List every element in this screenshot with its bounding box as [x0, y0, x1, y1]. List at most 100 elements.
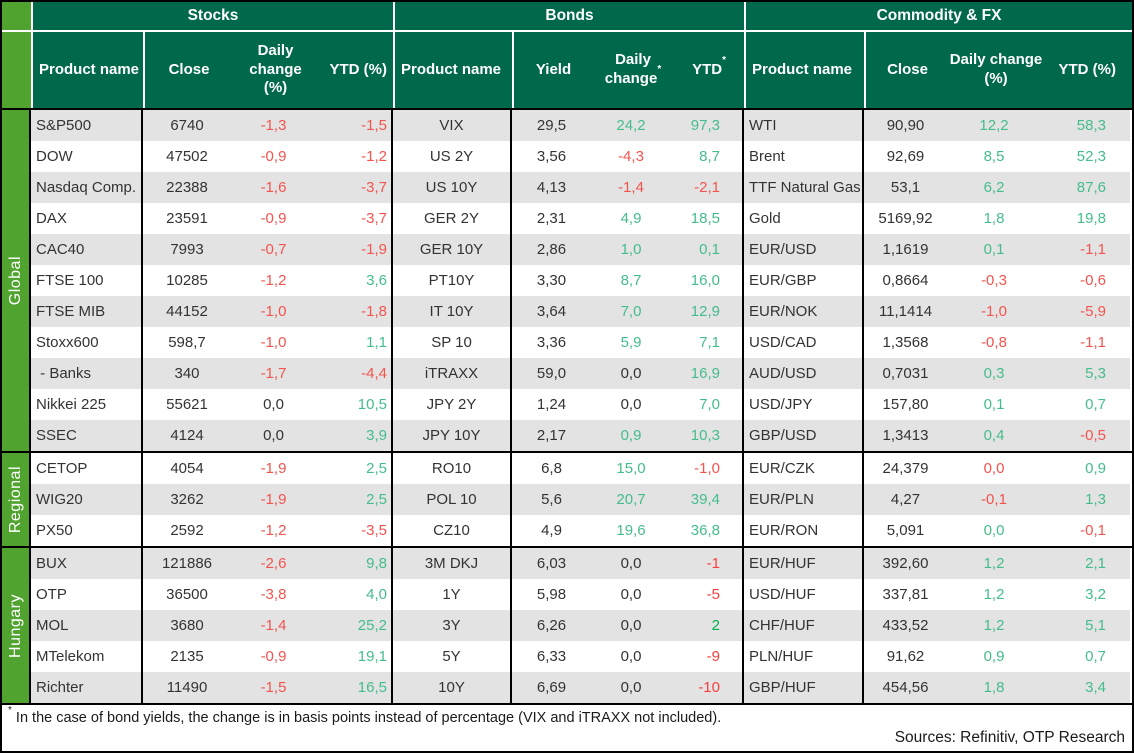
bonds-ytd-cell: 0,1 [671, 234, 742, 265]
fx-close-cell: 157,80 [864, 389, 947, 420]
fx-product-name-cell: Brent [744, 141, 862, 172]
bonds-ytd-cell: 16,9 [671, 358, 742, 389]
stocks-daily-change-cell: 0,0 [231, 389, 316, 420]
fx-daily-change-cell: 1,2 [947, 579, 1041, 610]
footnote-asterisk: * [657, 64, 662, 75]
fx-product-name-cell: AUD/USD [744, 358, 862, 389]
bonds-daily-change-cell: 20,7 [591, 484, 671, 515]
fx-daily-change-cell: 6,2 [947, 172, 1041, 203]
stocks-ytd-header: YTD (%) [318, 32, 393, 108]
fx-close-cell: 454,56 [864, 672, 947, 703]
bonds-product-name-cell: RO10 [393, 453, 510, 484]
bonds-product-name-cell: iTRAXX [393, 358, 510, 389]
table-row: Nikkei 225 55621 0,0 10,5 JPY 2Y 1,24 0,… [31, 389, 1130, 420]
fx-close-cell: 5,091 [864, 515, 947, 546]
fx-close-cell: 1,3568 [864, 327, 947, 358]
divider [391, 389, 393, 420]
stocks-close-cell: 598,7 [143, 327, 231, 358]
stocks-product-name-cell: BUX [31, 548, 141, 579]
fx-close-cell: 392,60 [864, 548, 947, 579]
fx-daily-change-cell: 0,3 [947, 358, 1041, 389]
bonds-product-name-cell: 5Y [393, 641, 510, 672]
fx-product-name-cell: USD/CAD [744, 327, 862, 358]
bonds-product-name-cell: IT 10Y [393, 296, 510, 327]
fx-ytd-cell: 87,6 [1041, 172, 1130, 203]
table-row: Stoxx600 598,7 -1,0 1,1 SP 10 3,36 5,9 7… [31, 327, 1130, 358]
stocks-product-name-cell: CETOP [31, 453, 141, 484]
divider [510, 453, 512, 484]
divider [864, 32, 866, 108]
divider [742, 172, 744, 203]
divider [862, 610, 864, 641]
fx-close-cell: 433,52 [864, 610, 947, 641]
fx-ytd-cell: 5,3 [1041, 358, 1130, 389]
fx-daily-change-cell: 1,2 [947, 548, 1041, 579]
divider [742, 296, 744, 327]
fx-product-name-cell: USD/HUF [744, 579, 862, 610]
table-row: OTP 36500 -3,8 4,0 1Y 5,98 0,0 -5 USD/HU… [31, 579, 1130, 610]
table-row: MOL 3680 -1,4 25,2 3Y 6,26 0,0 2 CHF/HUF… [31, 610, 1130, 641]
divider [742, 548, 744, 579]
fx-ytd-cell: 3,4 [1041, 672, 1130, 703]
fx-ytd-cell: 0,7 [1041, 641, 1130, 672]
fx-close-cell: 337,81 [864, 579, 947, 610]
stocks-close-header: Close [145, 32, 233, 108]
bonds-product-name-cell: CZ10 [393, 515, 510, 546]
bonds-yield-cell: 1,24 [512, 389, 591, 420]
stocks-product-name-cell: SSEC [31, 420, 141, 451]
stocks-ytd-cell: 19,1 [316, 641, 391, 672]
bonds-yield-cell: 3,36 [512, 327, 591, 358]
bonds-daily-change-cell: 0,0 [591, 389, 671, 420]
fx-daily-change-cell: -0,8 [947, 327, 1041, 358]
fx-close-cell: 0,7031 [864, 358, 947, 389]
divider [862, 389, 864, 420]
stocks-product-name-cell: WIG20 [31, 484, 141, 515]
divider [510, 141, 512, 172]
stocks-close-cell: 44152 [143, 296, 231, 327]
divider [391, 265, 393, 296]
divider [393, 2, 395, 30]
stocks-ytd-cell: -1,5 [316, 110, 391, 141]
divider [862, 420, 864, 451]
divider [512, 32, 514, 108]
fx-product-name-cell: GBP/HUF [744, 672, 862, 703]
section-header-stocks: Stocks [33, 2, 393, 30]
group-label-global: Global [2, 110, 31, 451]
stocks-daily-change-cell: -0,9 [231, 203, 316, 234]
divider [141, 579, 143, 610]
stocks-close-cell: 2135 [143, 641, 231, 672]
stocks-close-cell: 23591 [143, 203, 231, 234]
divider [31, 2, 33, 30]
fx-close-cell: 92,69 [864, 141, 947, 172]
divider [141, 548, 143, 579]
divider [862, 327, 864, 358]
fx-close-cell: 53,1 [864, 172, 947, 203]
stocks-product-name-cell: MTelekom [31, 641, 141, 672]
bonds-product-name-cell: 3Y [393, 610, 510, 641]
bonds-ytd-cell: 36,8 [671, 515, 742, 546]
bonds-daily-change-cell: 0,0 [591, 548, 671, 579]
bonds-daily-change-cell: 0,0 [591, 579, 671, 610]
stocks-daily-change-cell: 0,0 [231, 420, 316, 451]
bonds-yield-header: Yield [514, 32, 593, 108]
divider [141, 296, 143, 327]
divider [742, 672, 744, 703]
divider [141, 420, 143, 451]
divider [510, 515, 512, 546]
stocks-close-cell: 7993 [143, 234, 231, 265]
divider [31, 32, 33, 108]
divider [862, 141, 864, 172]
footnote-asterisk: * [722, 54, 726, 66]
group-rows-hungary: BUX 121886 -2,6 9,8 3M DKJ 6,03 0,0 -1 E… [31, 548, 1130, 703]
table-row: DAX 23591 -0,9 -3,7 GER 2Y 2,31 4,9 18,5… [31, 203, 1130, 234]
fx-close-cell: 4,27 [864, 484, 947, 515]
stocks-ytd-cell: -1,9 [316, 234, 391, 265]
fx-ytd-cell: 58,3 [1041, 110, 1130, 141]
stocks-product-name-cell: Stoxx600 [31, 327, 141, 358]
divider [510, 484, 512, 515]
divider [510, 296, 512, 327]
stocks-ytd-cell: 10,5 [316, 389, 391, 420]
stocks-ytd-cell: 16,5 [316, 672, 391, 703]
group-label-hungary: Hungary [2, 548, 31, 703]
bonds-ytd-cell: 7,1 [671, 327, 742, 358]
